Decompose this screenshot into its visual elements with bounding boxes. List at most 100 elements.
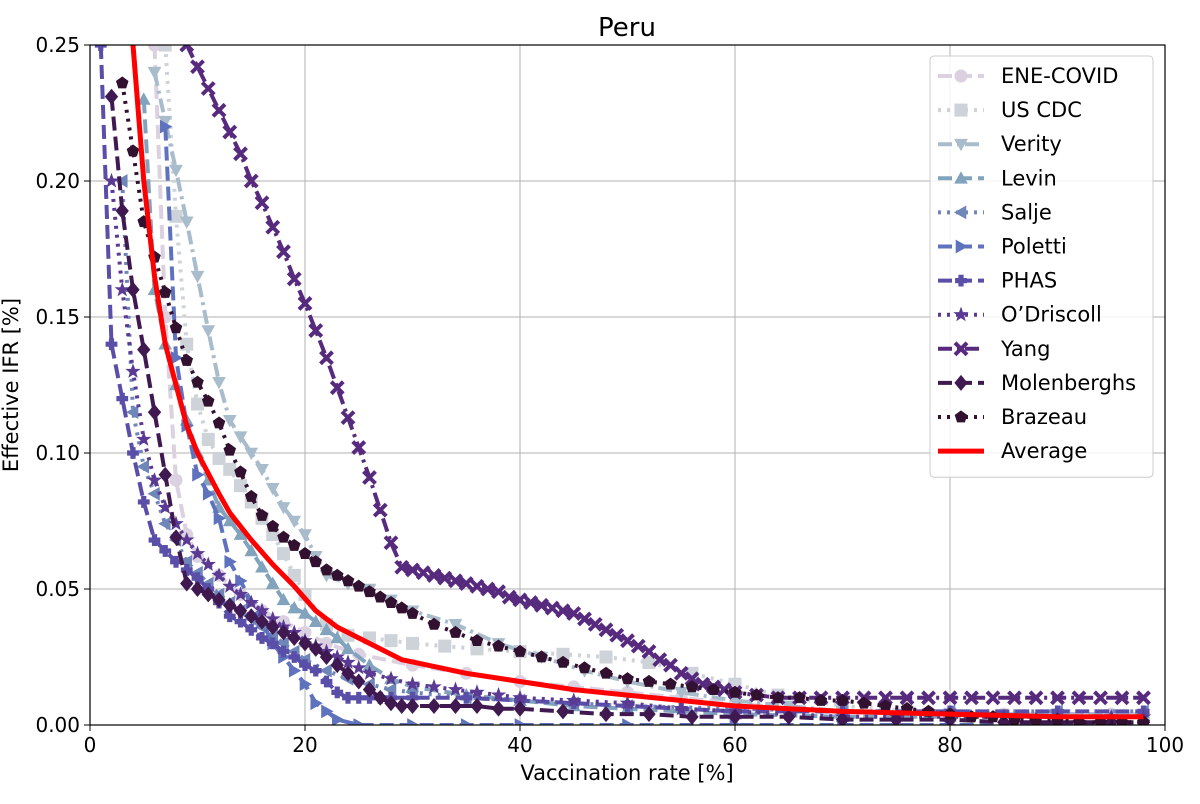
data-point-us-cdc: [223, 462, 237, 476]
data-point-molenberghs: [352, 673, 366, 690]
data-point-levin: [244, 543, 259, 557]
data-point-phas: [170, 555, 182, 568]
data-point-brazeau: [320, 563, 333, 576]
data-point-brazeau: [115, 76, 129, 89]
data-point-verity: [147, 66, 162, 80]
data-point-brazeau: [277, 530, 290, 543]
series-molenberghs: [104, 88, 1151, 725]
data-point-molenberghs: [470, 697, 484, 714]
data-point-molenberghs: [255, 613, 269, 630]
data-point-o-driscoll: [222, 578, 238, 593]
data-point-brazeau: [223, 443, 237, 456]
data-point-molenberghs: [287, 629, 301, 646]
data-point-brazeau: [836, 693, 849, 706]
data-point-yang: [512, 592, 528, 608]
data-point-phas: [266, 637, 279, 650]
data-point-us-cdc: [287, 568, 301, 582]
legend-marker-brazeau: [954, 410, 968, 423]
data-point-verity: [255, 464, 269, 477]
data-point-yang: [523, 595, 539, 611]
data-point-molenberghs: [728, 708, 742, 725]
data-point-yang: [673, 665, 689, 681]
data-point-verity: [222, 415, 237, 428]
data-point-brazeau: [395, 601, 409, 614]
data-point-phas: [277, 645, 290, 658]
legend-marker-levin: [954, 171, 968, 184]
data-point-salje: [319, 663, 332, 678]
data-point-yang: [609, 627, 625, 643]
data-point-molenberghs: [212, 591, 226, 608]
data-point-verity: [244, 447, 259, 461]
data-point-yang: [394, 559, 410, 575]
data-point-yang: [372, 502, 388, 518]
legend-label-salje: Salje: [1001, 200, 1052, 224]
data-point-molenberghs: [266, 619, 280, 636]
data-point-salje: [136, 459, 150, 474]
data-point-levin: [287, 601, 302, 614]
series-line-o-driscoll: [109, 180, 1144, 719]
data-point-yang: [620, 633, 635, 649]
series-average: [130, 45, 1144, 720]
x-tick-label: 60: [722, 733, 747, 757]
data-point-yang: [1093, 690, 1108, 706]
data-point-yang: [544, 600, 560, 616]
data-point-yang: [598, 622, 614, 638]
data-point-yang: [308, 323, 324, 339]
data-point-o-driscoll: [490, 687, 507, 702]
data-point-yang: [265, 219, 281, 235]
data-point-brazeau: [427, 617, 441, 630]
data-point-brazeau: [449, 625, 462, 638]
data-point-molenberghs: [180, 575, 194, 592]
data-point-levin: [136, 92, 151, 105]
series-layer: [94, 45, 1152, 725]
data-point-o-driscoll: [383, 670, 399, 686]
data-point-brazeau: [212, 416, 226, 429]
data-point-brazeau: [180, 353, 194, 366]
data-point-molenberghs: [298, 635, 312, 652]
data-point-molenberghs: [362, 681, 377, 698]
data-point-brazeau: [330, 568, 344, 581]
data-point-us-cdc: [438, 639, 452, 653]
x-axis-label: Vaccination rate [%]: [520, 761, 733, 785]
data-point-brazeau: [158, 285, 172, 298]
data-point-molenberghs: [126, 281, 140, 298]
legend-marker-us-cdc: [954, 103, 968, 117]
data-point-verity: [276, 502, 291, 515]
series-line-phas: [98, 45, 1144, 714]
data-point-molenberghs: [233, 602, 248, 619]
legend-label-brazeau: Brazeau: [1001, 405, 1087, 429]
data-point-us-cdc: [277, 547, 290, 561]
data-point-salje: [158, 516, 171, 531]
data-point-us-cdc: [191, 397, 204, 411]
data-point-yang: [437, 570, 453, 586]
data-point-yang: [480, 581, 496, 597]
data-point-brazeau: [406, 606, 419, 619]
data-point-verity: [201, 325, 216, 338]
data-point-molenberghs: [190, 581, 205, 597]
data-point-poletti: [192, 467, 205, 482]
data-point-yang: [340, 410, 356, 426]
data-point-molenberghs: [513, 700, 527, 717]
data-point-yang: [684, 671, 700, 687]
data-point-us-cdc: [201, 432, 215, 446]
legend-marker-phas: [955, 274, 967, 287]
data-point-molenberghs: [782, 708, 796, 725]
data-point-yang: [286, 271, 302, 287]
data-point-phas: [288, 651, 301, 663]
data-point-verity: [298, 529, 312, 542]
data-point-phas: [223, 610, 236, 623]
plot-frame: [89, 44, 1166, 726]
data-point-levin: [308, 614, 323, 627]
data-point-yang: [362, 470, 377, 485]
data-point-poletti: [159, 119, 173, 134]
data-point-ene-covid: [148, 45, 161, 52]
data-point-molenberghs: [373, 689, 387, 706]
data-point-brazeau: [556, 655, 570, 668]
legend: ENE-COVID US CDC Verity Levin Salje Poletti PH…: [929, 55, 1154, 478]
data-point-o-driscoll: [673, 700, 689, 716]
data-point-phas: [159, 545, 172, 557]
data-point-poletti: [407, 718, 420, 725]
legend-marker-poletti: [955, 239, 969, 254]
data-point-molenberghs: [835, 711, 850, 725]
data-point-molenberghs: [158, 466, 172, 483]
